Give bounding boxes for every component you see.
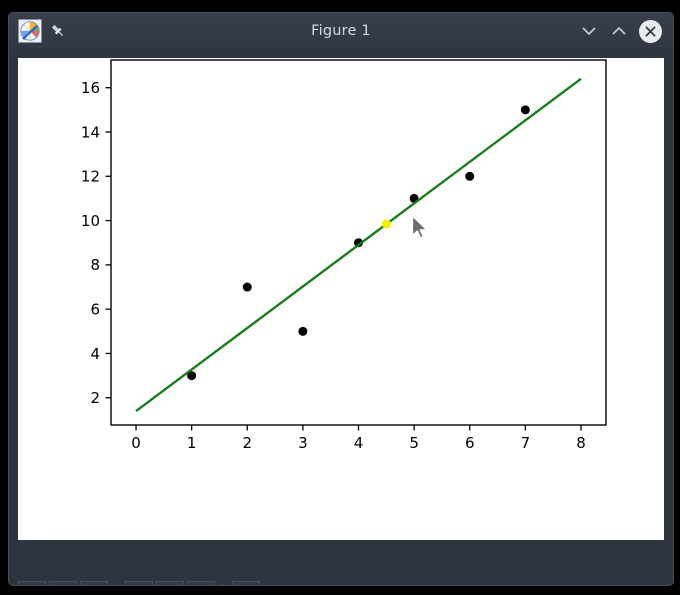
y-tick-label: 16 [81,79,100,97]
x-tick-label: 2 [242,434,252,452]
pan-button[interactable] [125,581,153,585]
window-titlebar[interactable]: Figure 1 [9,13,673,50]
forward-button[interactable] [80,581,108,586]
configure-subplots-button[interactable] [187,581,215,586]
regression-line [135,77,582,413]
arrow-right-icon [85,584,104,586]
x-tick-label: 5 [409,434,419,452]
move-icon [130,584,149,585]
x-tick-label: 4 [354,434,364,452]
y-tick-label: 8 [90,256,100,274]
data-point-marker [520,105,530,115]
highlight-point [381,219,391,229]
pin-icon[interactable] [48,21,68,41]
home-icon [23,584,42,586]
floppy-disk-icon [237,584,256,585]
window-title: Figure 1 [311,23,371,39]
y-tick-label: 12 [81,168,100,186]
titlebar-window-controls [579,19,673,43]
home-button[interactable] [18,581,46,586]
x-tick-label: 3 [298,434,308,452]
matplotlib-icon[interactable] [18,19,42,43]
data-point-marker [465,171,475,181]
save-button[interactable] [232,581,260,585]
data-point-marker [187,371,197,381]
x-tick-label: 0 [131,434,141,452]
data-point-marker [354,238,363,248]
zoom-button[interactable] [156,581,184,585]
close-button[interactable] [639,19,662,43]
figure-window: Figure 1 [8,12,674,586]
x-tick-label: 7 [521,434,531,452]
minimize-button[interactable] [579,21,599,41]
data-point-marker [298,326,308,336]
toolbar-separator-1 [116,584,117,585]
magnifier-icon [161,584,180,585]
titlebar-left-controls [9,19,68,43]
y-tick-label: 2 [90,389,100,407]
data-point-marker [242,282,252,292]
x-tick-label: 6 [465,434,475,452]
toolbar-separator-2 [223,584,224,585]
x-tick-label: 1 [187,434,197,452]
x-axis-ticks: 0 1 2 3 4 5 6 7 8 [131,425,586,452]
x-tick-label: 8 [576,434,586,452]
plot-series [135,77,582,413]
y-tick-label: 14 [81,123,100,141]
data-point-marker [381,219,391,229]
navigation-toolbar [18,576,664,586]
y-axis-ticks: 2 4 6 8 10 12 14 16 [81,79,111,407]
data-points [187,105,530,381]
maximize-button[interactable] [609,21,629,41]
y-tick-label: 6 [90,300,100,318]
sliders-icon [192,584,211,586]
arrow-left-icon [54,584,73,586]
back-button[interactable] [49,581,77,586]
y-tick-label: 10 [81,212,100,230]
y-tick-label: 4 [90,345,100,363]
